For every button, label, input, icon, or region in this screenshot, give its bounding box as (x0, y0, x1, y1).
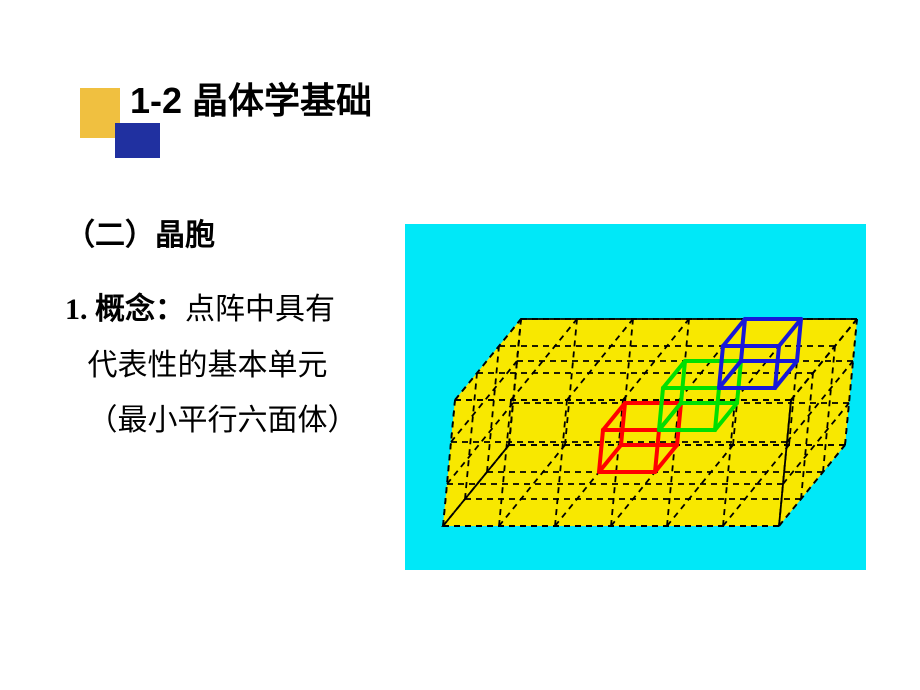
subheading: （二）晶胞 (65, 210, 385, 254)
lattice-diagram (405, 224, 866, 570)
item-label: 概念： (95, 293, 185, 326)
item-text-2: 代表性的基本单元 (88, 349, 328, 382)
page-title: 1-2 晶体学基础 (130, 72, 372, 124)
item-number: 1. (65, 293, 88, 326)
item-text-1: 点阵中具有 (185, 293, 335, 326)
item-text-3: （最小平行六面体） (88, 404, 358, 437)
deco-square-blue (115, 123, 160, 158)
concept-item: 1. 概念：点阵中具有 代表性的基本单元 （最小平行六面体） (65, 282, 385, 449)
body-content: （二）晶胞 1. 概念：点阵中具有 代表性的基本单元 （最小平行六面体） (65, 210, 385, 449)
deco-square-yellow (80, 88, 120, 138)
